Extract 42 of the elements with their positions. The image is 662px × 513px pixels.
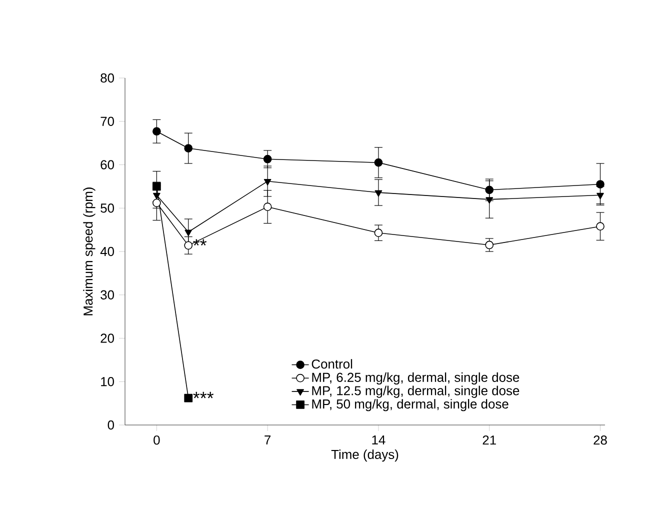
point [374, 228, 383, 238]
annotation: *** [193, 392, 214, 398]
y-tick-label: 70 [100, 116, 114, 126]
point [374, 158, 383, 167]
point [486, 197, 494, 204]
point [485, 240, 494, 250]
x-axis-title: Time (days) [331, 450, 398, 462]
point [184, 394, 193, 402]
y-tick-label: 60 [100, 160, 114, 170]
point [596, 192, 604, 200]
x-tick-label: 14 [372, 435, 386, 444]
point [152, 127, 161, 136]
y-tick-label: 50 [100, 204, 114, 213]
legend-label: Control [312, 359, 352, 369]
point [264, 178, 272, 186]
legend-label: MP, 50 mg/kg, dermal, single dose [312, 399, 508, 412]
x-tick-label: 0 [154, 435, 160, 445]
y-tick-label: 0 [108, 420, 114, 430]
point [153, 192, 160, 200]
point [152, 182, 161, 191]
point [374, 190, 382, 197]
y-tick-label: 40 [100, 246, 114, 256]
x-tick-label: 7 [264, 435, 271, 444]
x-tick-label: 21 [482, 435, 496, 445]
point [596, 180, 604, 188]
legend-label: MP, 6.25 mg/kg, dermal, single dose [312, 372, 520, 385]
point [263, 202, 272, 212]
point [596, 222, 604, 231]
legend-label: MP, 12.5 mg/kg, dermal, single dose [312, 386, 520, 398]
point [152, 198, 161, 208]
x-tick-label: 28 [594, 435, 607, 445]
y-tick-label: 20 [100, 334, 114, 343]
point [263, 154, 272, 164]
y-tick-label: 10 [101, 377, 114, 386]
y-tick-label: 30 [100, 290, 114, 300]
point [485, 186, 494, 194]
y-tick-label: 80 [100, 73, 114, 83]
y-axis-title: Maximum speed (rpm) [83, 188, 96, 316]
annotation: ** [193, 239, 207, 246]
point [184, 241, 193, 250]
point [184, 144, 193, 152]
point [184, 230, 192, 236]
